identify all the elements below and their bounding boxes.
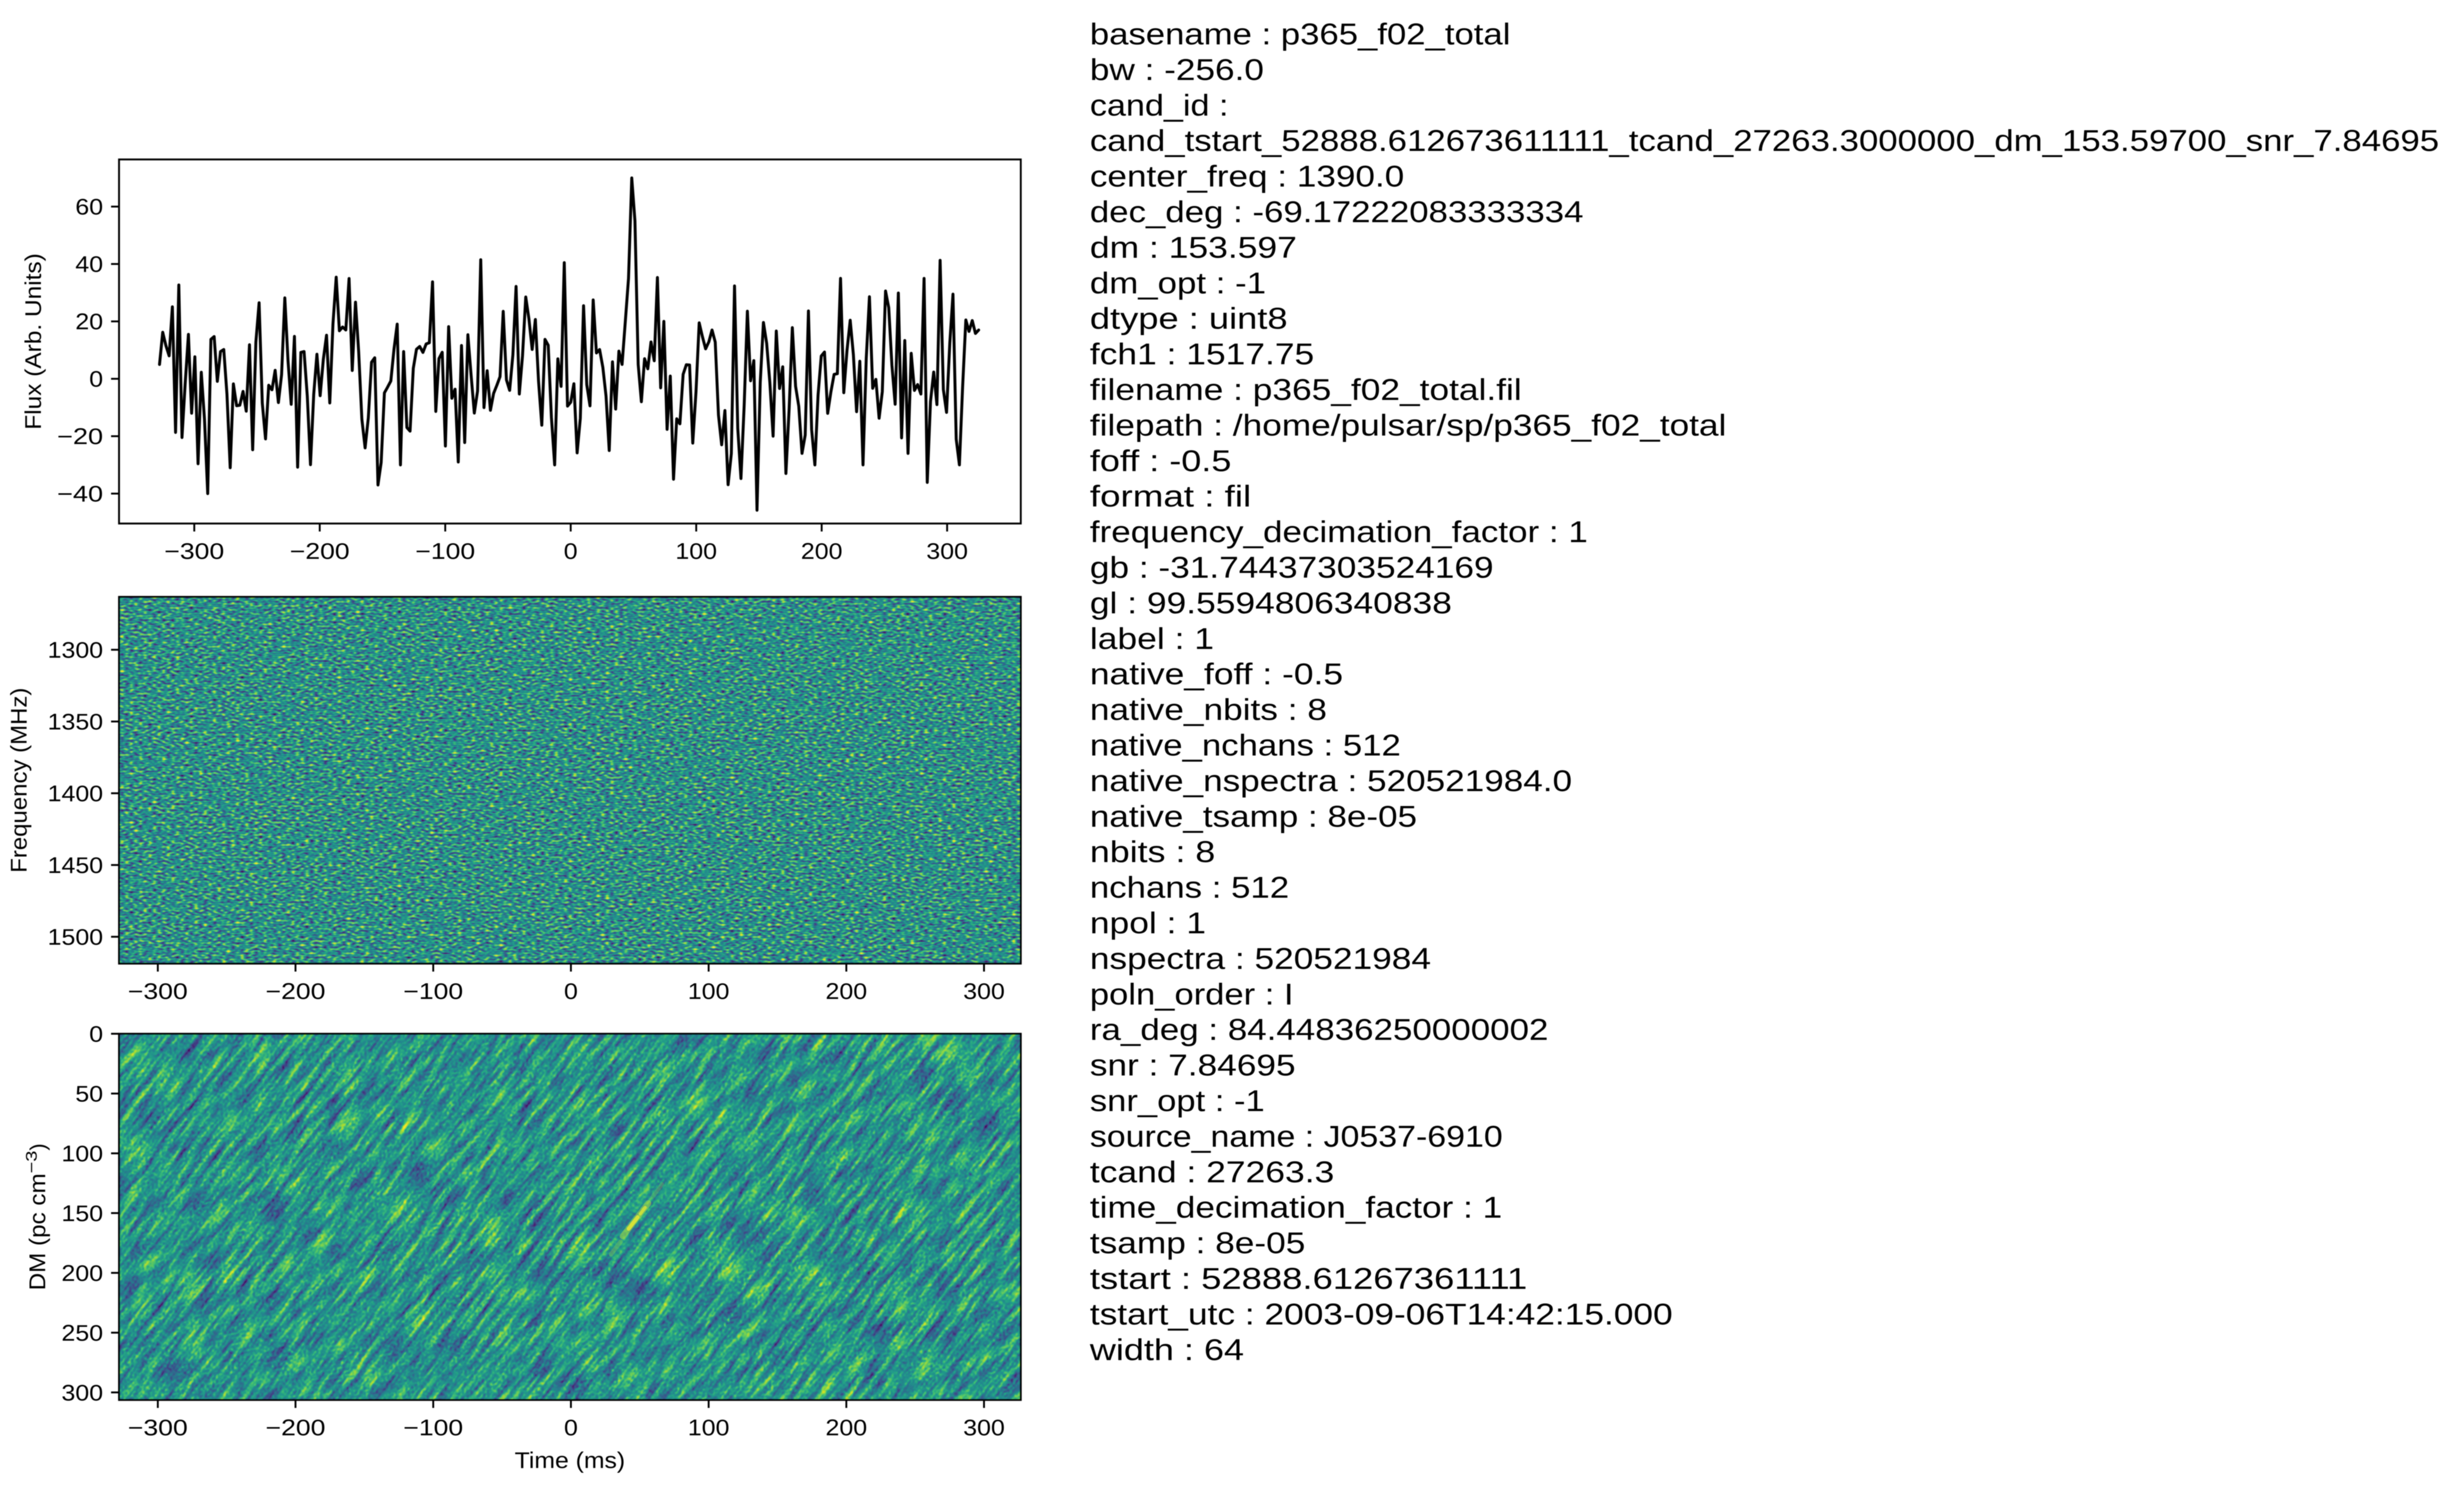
svg-text:DM (pc cm−3): DM (pc cm−3) bbox=[23, 1143, 50, 1290]
svg-text:1350: 1350 bbox=[48, 710, 103, 735]
svg-text:0: 0 bbox=[89, 367, 103, 392]
svg-text:gb : -31.74437303524169: gb : -31.74437303524169 bbox=[1090, 551, 1494, 585]
svg-text:tstart : 52888.61267361111: tstart : 52888.61267361111 bbox=[1090, 1262, 1527, 1296]
svg-text:dm : 153.597: dm : 153.597 bbox=[1090, 231, 1297, 265]
svg-text:300: 300 bbox=[963, 980, 1005, 1005]
svg-text:basename : p365_f02_total: basename : p365_f02_total bbox=[1090, 18, 1511, 52]
svg-text:native_nbits : 8: native_nbits : 8 bbox=[1090, 693, 1327, 727]
svg-text:center_freq : 1390.0: center_freq : 1390.0 bbox=[1090, 159, 1404, 193]
svg-text:0: 0 bbox=[89, 1022, 103, 1047]
svg-text:1500: 1500 bbox=[48, 925, 103, 950]
svg-text:−300: −300 bbox=[128, 1416, 188, 1441]
svg-text:60: 60 bbox=[75, 195, 103, 220]
svg-text:format : fil: format : fil bbox=[1090, 479, 1251, 513]
svg-text:dec_deg : -69.17222083333334: dec_deg : -69.17222083333334 bbox=[1090, 195, 1584, 229]
svg-text:tstart_utc : 2003-09-06T14:42:: tstart_utc : 2003-09-06T14:42:15.000 bbox=[1090, 1297, 1673, 1331]
svg-text:nchans : 512: nchans : 512 bbox=[1090, 871, 1289, 905]
svg-text:−200: −200 bbox=[266, 980, 326, 1005]
svg-text:−300: −300 bbox=[164, 539, 224, 564]
svg-text:time_decimation_factor : 1: time_decimation_factor : 1 bbox=[1090, 1191, 1502, 1225]
svg-text:−300: −300 bbox=[128, 980, 188, 1005]
svg-text:250: 250 bbox=[62, 1321, 103, 1346]
svg-text:−20: −20 bbox=[57, 425, 104, 450]
svg-text:foff : -0.5: foff : -0.5 bbox=[1090, 444, 1231, 478]
svg-text:0: 0 bbox=[564, 539, 578, 564]
svg-text:100: 100 bbox=[688, 980, 729, 1005]
svg-text:200: 200 bbox=[801, 539, 842, 564]
svg-text:Flux (Arb. Units): Flux (Arb. Units) bbox=[21, 253, 46, 429]
svg-text:label : 1: label : 1 bbox=[1090, 622, 1214, 656]
svg-text:−100: −100 bbox=[416, 539, 476, 564]
svg-text:native_nchans : 512: native_nchans : 512 bbox=[1090, 729, 1401, 763]
svg-text:300: 300 bbox=[62, 1381, 103, 1406]
svg-text:Frequency (MHz): Frequency (MHz) bbox=[7, 688, 32, 873]
svg-text:1300: 1300 bbox=[48, 638, 103, 663]
svg-text:0: 0 bbox=[564, 980, 578, 1005]
svg-text:−200: −200 bbox=[290, 539, 350, 564]
svg-text:snr_opt : -1: snr_opt : -1 bbox=[1090, 1084, 1265, 1118]
svg-text:200: 200 bbox=[826, 980, 867, 1005]
svg-text:cand_tstart_52888.612673611111: cand_tstart_52888.612673611111_tcand_272… bbox=[1090, 124, 2439, 158]
svg-text:1450: 1450 bbox=[48, 854, 103, 879]
svg-text:−100: −100 bbox=[403, 980, 463, 1005]
svg-text:−100: −100 bbox=[403, 1416, 463, 1441]
svg-text:tcand : 27263.3: tcand : 27263.3 bbox=[1090, 1155, 1334, 1189]
svg-text:snr : 7.84695: snr : 7.84695 bbox=[1090, 1049, 1295, 1083]
svg-text:native_foff : -0.5: native_foff : -0.5 bbox=[1090, 657, 1343, 691]
svg-text:cand_id :: cand_id : bbox=[1090, 88, 1229, 122]
svg-text:npol : 1: npol : 1 bbox=[1090, 906, 1206, 940]
svg-text:width : 64: width : 64 bbox=[1089, 1333, 1244, 1367]
svg-text:tsamp : 8e-05: tsamp : 8e-05 bbox=[1090, 1226, 1306, 1260]
svg-text:nbits : 8: nbits : 8 bbox=[1090, 835, 1215, 869]
svg-text:Time (ms): Time (ms) bbox=[515, 1448, 625, 1473]
svg-text:100: 100 bbox=[675, 539, 717, 564]
svg-text:300: 300 bbox=[926, 539, 968, 564]
svg-text:filepath : /home/pulsar/sp/p36: filepath : /home/pulsar/sp/p365_f02_tota… bbox=[1090, 408, 1726, 442]
svg-text:150: 150 bbox=[62, 1201, 103, 1226]
svg-text:1400: 1400 bbox=[48, 782, 103, 807]
svg-text:filename : p365_f02_total.fil: filename : p365_f02_total.fil bbox=[1090, 373, 1522, 407]
svg-text:100: 100 bbox=[688, 1416, 729, 1441]
svg-text:50: 50 bbox=[75, 1082, 103, 1107]
svg-text:native_nspectra : 520521984.0: native_nspectra : 520521984.0 bbox=[1090, 764, 1572, 798]
svg-text:dtype : uint8: dtype : uint8 bbox=[1090, 302, 1288, 336]
svg-text:gl : 99.5594806340838: gl : 99.5594806340838 bbox=[1090, 586, 1452, 620]
svg-text:dm_opt : -1: dm_opt : -1 bbox=[1090, 266, 1266, 300]
svg-text:300: 300 bbox=[963, 1416, 1005, 1441]
svg-text:40: 40 bbox=[75, 252, 103, 277]
svg-text:0: 0 bbox=[564, 1416, 578, 1441]
svg-text:−200: −200 bbox=[266, 1416, 326, 1441]
svg-text:source_name : J0537-6910: source_name : J0537-6910 bbox=[1090, 1119, 1503, 1153]
svg-text:200: 200 bbox=[62, 1261, 103, 1286]
svg-text:fch1 : 1517.75: fch1 : 1517.75 bbox=[1090, 338, 1314, 372]
svg-text:−40: −40 bbox=[57, 482, 104, 507]
svg-text:poln_order : I: poln_order : I bbox=[1090, 977, 1293, 1011]
svg-text:bw : -256.0: bw : -256.0 bbox=[1090, 53, 1264, 87]
svg-text:native_tsamp : 8e-05: native_tsamp : 8e-05 bbox=[1090, 799, 1417, 833]
svg-text:100: 100 bbox=[62, 1142, 103, 1167]
svg-text:20: 20 bbox=[75, 310, 103, 335]
svg-text:ra_deg : 84.44836250000002: ra_deg : 84.44836250000002 bbox=[1090, 1013, 1548, 1047]
svg-text:200: 200 bbox=[826, 1416, 867, 1441]
svg-text:frequency_decimation_factor :: frequency_decimation_factor : 1 bbox=[1090, 515, 1588, 549]
svg-text:nspectra : 520521984: nspectra : 520521984 bbox=[1090, 942, 1431, 976]
